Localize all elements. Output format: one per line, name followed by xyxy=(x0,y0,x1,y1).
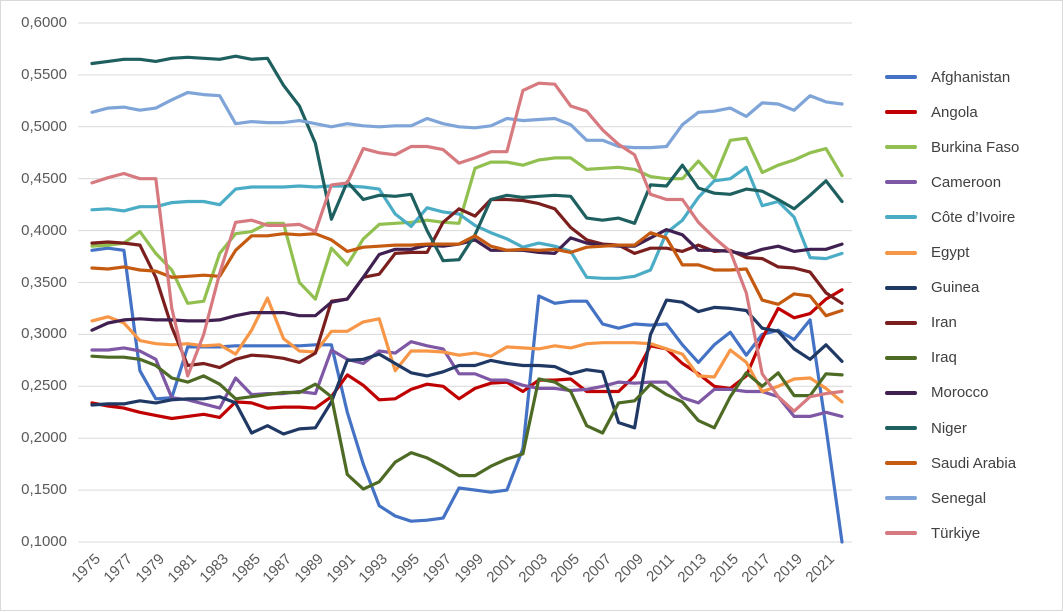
legend-item: Angola xyxy=(885,102,978,122)
legend-label: Niger xyxy=(931,419,967,437)
series-niger xyxy=(90,54,844,263)
y-tick-label: 0,2000 xyxy=(21,429,67,447)
series-line xyxy=(90,136,844,305)
legend-swatch xyxy=(885,531,917,536)
series-morocco xyxy=(90,228,844,332)
series-saudi-arabia xyxy=(90,231,844,318)
legend-label: Senegal xyxy=(931,489,987,507)
series-line xyxy=(90,231,844,318)
y-tick-label: 0,3000 xyxy=(21,325,67,343)
legend-label: Angola xyxy=(931,103,978,121)
legend-label: Saudi Arabia xyxy=(931,454,1017,472)
series-cameroon xyxy=(90,340,844,418)
y-tick-label: 0,4500 xyxy=(21,169,67,187)
legend-swatch xyxy=(885,145,917,150)
legend-swatch xyxy=(885,110,917,115)
legend-label: Türkiye xyxy=(931,524,981,542)
legend-swatch xyxy=(885,496,917,501)
series-line xyxy=(90,81,844,413)
series-line xyxy=(90,298,844,436)
series-burkina-faso xyxy=(90,136,844,305)
series-afghanistan xyxy=(90,246,844,544)
legend-label: Cameroon xyxy=(931,173,1002,191)
legend-item: Iraq xyxy=(885,348,957,368)
legend-item: Türkiye xyxy=(885,523,980,543)
legend-label: Iraq xyxy=(931,349,957,367)
series-line xyxy=(90,54,844,263)
y-tick-label: 0,6000 xyxy=(21,14,67,31)
legend-swatch xyxy=(885,285,917,290)
series-line xyxy=(90,197,844,370)
y-tick-label: 0,2500 xyxy=(21,377,67,395)
series-line xyxy=(90,90,844,150)
series-iran xyxy=(90,197,844,370)
legend-swatch xyxy=(885,320,917,325)
series-angola xyxy=(90,288,844,421)
y-tick-label: 0,5000 xyxy=(21,117,67,135)
legend-label: Burkina Faso xyxy=(931,138,1020,156)
series-senegal xyxy=(90,90,844,150)
legend-swatch xyxy=(885,390,917,395)
y-tick-label: 0,5500 xyxy=(21,65,67,83)
legend-label: Côte d’Ivoire xyxy=(931,208,1016,226)
legend-item: Egypt xyxy=(885,243,969,263)
legend-item: Morocco xyxy=(885,383,989,403)
legend-swatch xyxy=(885,75,917,79)
legend-label: Afghanistan xyxy=(931,68,1011,86)
series-line xyxy=(90,296,844,404)
legend-item: Guinea xyxy=(885,278,979,298)
legend-swatch xyxy=(885,250,917,255)
series-line xyxy=(90,165,844,280)
legend-item: Côte d’Ivoire xyxy=(885,207,1015,227)
legend-swatch xyxy=(885,426,917,430)
y-tick-label: 0,1000 xyxy=(21,533,67,550)
series-line xyxy=(90,228,844,332)
series-c-te-d-ivoire xyxy=(90,165,844,280)
legend-item: Senegal xyxy=(885,488,986,508)
series-line xyxy=(90,340,844,418)
legend-label: Egypt xyxy=(931,244,970,261)
legend-swatch xyxy=(885,180,917,185)
legend-item: Cameroon xyxy=(885,172,1001,192)
legend-item: Niger xyxy=(885,418,967,438)
y-tick-label: 0,4000 xyxy=(21,221,67,239)
legend-item: Afghanistan xyxy=(885,67,1010,87)
legend-label: Iran xyxy=(931,314,957,332)
series-line xyxy=(90,246,844,544)
legend-item: Saudi Arabia xyxy=(885,453,1016,473)
legend-label: Guinea xyxy=(931,279,980,297)
legend-swatch xyxy=(885,355,917,360)
legend-item: Iran xyxy=(885,313,957,333)
series-guinea xyxy=(90,298,844,436)
legend-swatch xyxy=(885,215,917,220)
y-tick-label: 0,1500 xyxy=(21,481,67,499)
series-iraq xyxy=(90,354,844,491)
y-tick-label: 0,3500 xyxy=(21,273,67,291)
series-line xyxy=(90,354,844,491)
series-t-rkiye xyxy=(90,81,844,413)
series-egypt xyxy=(90,296,844,404)
legend-item: Burkina Faso xyxy=(885,137,1019,157)
legend-label: Morocco xyxy=(931,384,989,402)
series-line xyxy=(90,288,844,421)
legend-swatch xyxy=(885,461,917,466)
